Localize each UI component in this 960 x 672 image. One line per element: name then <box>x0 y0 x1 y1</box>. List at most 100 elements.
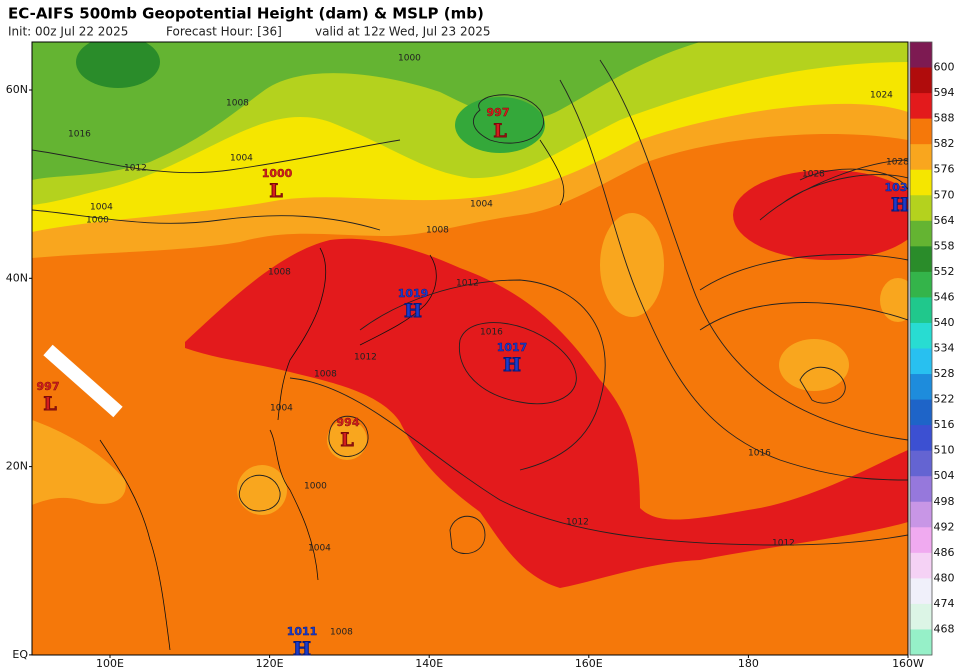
center-letter: H <box>891 194 909 216</box>
title: EC-AIFS 500mb Geopotential Height (dam) … <box>8 5 484 23</box>
contour-label: 1004 <box>270 404 293 414</box>
contour-label: 1008 <box>330 628 353 638</box>
colorbar-label: 558 <box>934 239 955 252</box>
isobar <box>449 515 486 555</box>
isobar <box>473 94 544 144</box>
subtitle: Forecast Hour: [36] <box>166 25 282 39</box>
colorbar-label: 600 <box>934 61 955 74</box>
center-letter: L <box>493 120 506 142</box>
colorbar-swatch <box>910 271 932 298</box>
colorbar-label: 576 <box>934 163 955 176</box>
colorbar-label: 516 <box>934 418 955 431</box>
contour-label: 1004 <box>470 200 493 210</box>
colorbar-label: 468 <box>934 622 955 635</box>
center-value: 1011 <box>287 625 318 638</box>
lon-label: 160W <box>892 657 924 670</box>
contour-label: 1016 <box>480 328 503 338</box>
contour-label: 1008 <box>314 370 337 380</box>
map <box>32 42 908 655</box>
isobar <box>238 474 281 512</box>
pressure-centers: 997 L 1000 L 1019 H 1017 H 103 H 997 L 9… <box>36 106 909 661</box>
colorbar-label: 540 <box>934 316 955 329</box>
contour-label: 1008 <box>226 99 249 109</box>
contour-label: 1008 <box>268 268 291 278</box>
isobar <box>359 279 606 471</box>
colorbar-swatch <box>910 450 932 477</box>
colorbar-swatch <box>910 195 932 222</box>
colorbar-label: 480 <box>934 571 955 584</box>
colorbar-swatch <box>910 220 932 247</box>
lat-label: 60N <box>6 83 28 96</box>
contour-label: 1028 <box>802 170 825 180</box>
colorbar-frame <box>909 41 933 656</box>
contour-label: 1016 <box>748 449 771 459</box>
center-value: 997 <box>37 380 60 393</box>
lon-label: 100E <box>96 657 124 670</box>
colorbar-swatch <box>910 476 932 503</box>
colorbar-swatch <box>910 169 932 196</box>
contour-label: 1000 <box>398 54 421 64</box>
isobar <box>799 366 846 404</box>
lat-label: 20N <box>6 460 28 473</box>
contour-label: 1028 <box>886 158 909 168</box>
colorbar-label: 582 <box>934 137 955 150</box>
fill-region <box>880 278 908 322</box>
center-value: 994 <box>337 416 360 429</box>
colorbar-label: 534 <box>934 342 955 355</box>
colorbar-label: 498 <box>934 495 955 508</box>
lon-label: 140E <box>415 657 443 670</box>
lon-label: 180 <box>738 657 759 670</box>
coastline <box>99 139 565 651</box>
center-letter: L <box>43 393 56 415</box>
map-frame <box>31 41 909 656</box>
colorbar-label: 504 <box>934 469 955 482</box>
fill-region <box>327 420 367 460</box>
colorbar-swatch <box>910 578 932 605</box>
colorbar-swatch <box>910 118 932 145</box>
center-value: 997 <box>487 106 510 119</box>
colorbar-swatch <box>910 67 932 94</box>
center-letter: L <box>340 429 353 451</box>
center-value: 1000 <box>262 167 293 180</box>
fill-region <box>600 213 664 317</box>
contour-label: 1004 <box>90 203 113 213</box>
colorbar-swatch <box>910 144 932 171</box>
isobar <box>458 322 577 405</box>
contour-label: 1000 <box>304 482 327 492</box>
center-value: 1017 <box>497 341 528 354</box>
colorbar-label: 486 <box>934 546 955 559</box>
lat-label: EQ <box>12 648 28 661</box>
fill-region <box>733 170 908 260</box>
colorbar-label: 552 <box>934 265 955 278</box>
colorbar-label: 564 <box>934 214 955 227</box>
colorbar-swatch <box>910 297 932 324</box>
colorbar-swatch <box>910 629 932 656</box>
colorbar-label: 492 <box>934 520 955 533</box>
contour-label: 1008 <box>426 226 449 236</box>
colorbar: 600 594 588 582 576 570 564 558 552 546 540 534 528 5… <box>909 41 955 656</box>
colorbar-swatch <box>910 246 932 273</box>
axes: 60N 40N 20N EQ 100E 120E 140E 160E 180 160W <box>6 83 924 670</box>
contour-label: 1012 <box>456 279 479 289</box>
fill-region <box>455 97 545 153</box>
colorbar-label: 570 <box>934 188 955 201</box>
colorbar-swatch <box>910 42 932 69</box>
contour-label: 1024 <box>870 91 893 101</box>
isobar <box>759 159 908 221</box>
contour-label: 1016 <box>68 130 91 140</box>
colorbar-label: 474 <box>934 597 955 610</box>
center-letter: H <box>404 300 422 322</box>
center-letter: H <box>293 638 311 660</box>
colorbar-swatch <box>910 425 932 452</box>
colorbar-label: 510 <box>934 444 955 457</box>
subtitle: valid at 12z Wed, Jul 23 2025 <box>315 25 491 39</box>
colorbar-label: 594 <box>934 86 955 99</box>
colorbar-swatch <box>910 501 932 528</box>
contour-label: 1012 <box>772 539 795 549</box>
colorbar-label: 528 <box>934 367 955 380</box>
contour-labels: 1000 1008 1016 1012 1004 1008 1004 1012 … <box>68 54 909 638</box>
fill-region <box>779 339 849 391</box>
center-letter: H <box>503 354 521 376</box>
fill-region <box>32 42 700 180</box>
